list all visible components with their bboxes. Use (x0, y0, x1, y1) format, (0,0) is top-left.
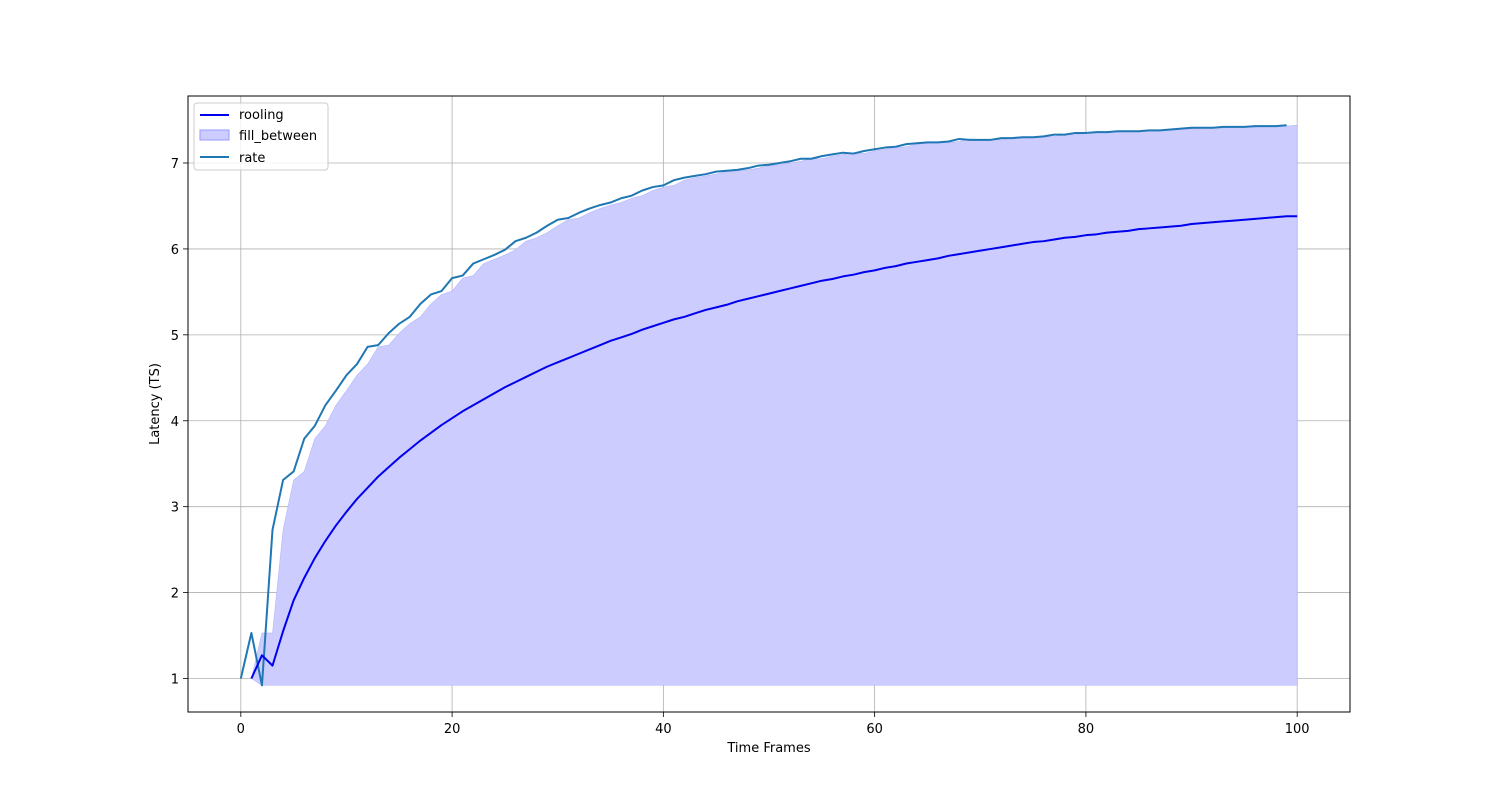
x-tick-label: 40 (655, 722, 672, 737)
y-tick-label: 3 (171, 501, 179, 516)
x-tick-label: 0 (237, 722, 245, 737)
legend-rooling-label: rooling (239, 108, 284, 123)
axis-ticks: 0 20 40 60 80 100 1 2 3 4 5 6 7 (171, 157, 1310, 737)
x-tick-label: 20 (444, 722, 461, 737)
rate-line (239, 124, 1287, 687)
plot-area: 0 20 40 60 80 100 1 2 3 4 5 6 7 (171, 95, 1351, 737)
y-tick-label: 5 (171, 329, 179, 344)
y-axis-label: Latency (TS) (148, 363, 163, 445)
legend: rooling fill_between rate (193, 102, 329, 171)
fill-between-band (251, 124, 1298, 686)
rooling-line (250, 215, 1298, 679)
legend-fill-between-swatch (199, 129, 230, 141)
y-tick-label: 4 (171, 415, 179, 430)
x-axis-label: Time Frames (726, 741, 810, 756)
series-lines (239, 124, 1298, 687)
fill-between-area (251, 124, 1298, 686)
axes-frame (187, 95, 1351, 713)
x-tick-label: 80 (1078, 722, 1095, 737)
legend-fill-between-label: fill_between (239, 129, 317, 144)
y-tick-label: 7 (171, 157, 179, 172)
x-tick-label: 60 (866, 722, 883, 737)
y-tick-label: 2 (171, 587, 179, 602)
y-tick-label: 6 (171, 243, 179, 258)
y-tick-label: 1 (171, 672, 179, 687)
legend-rate-label: rate (239, 151, 265, 166)
x-tick-label: 100 (1285, 722, 1310, 737)
legend-box (193, 102, 329, 171)
